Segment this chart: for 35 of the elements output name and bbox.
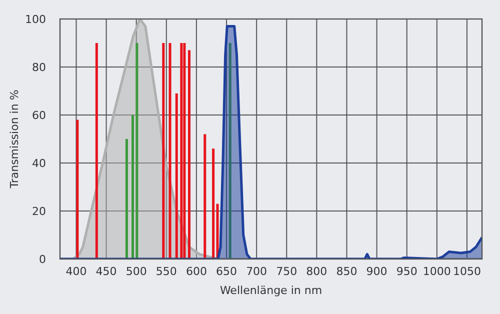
y-tick-label: 40 <box>32 157 46 170</box>
x-tick-label: 750 <box>276 265 298 278</box>
x-tick-label: 850 <box>336 265 358 278</box>
bar <box>76 120 79 259</box>
y-tick-label: 100 <box>25 13 46 26</box>
x-axis-title: Wellenlänge in nm <box>220 284 322 297</box>
bar <box>125 139 128 259</box>
bar <box>136 43 138 259</box>
x-tick-label: 700 <box>246 265 268 278</box>
y-axis-title: Transmission in % <box>8 90 21 190</box>
y-tick-label: 60 <box>32 109 46 122</box>
y-tick-label: 80 <box>32 61 46 74</box>
x-tick-label: 500 <box>126 265 147 278</box>
bar <box>228 43 232 259</box>
x-tick-label: 1000 <box>422 265 451 278</box>
x-tick-label: 950 <box>396 265 418 278</box>
x-tick-label: 1050 <box>452 265 481 278</box>
bar <box>204 134 206 259</box>
bar <box>162 43 165 259</box>
x-tick-label: 450 <box>96 265 117 278</box>
x-tick-label: 400 <box>66 265 87 278</box>
y-tick-label: 20 <box>32 205 46 218</box>
bar <box>95 43 98 259</box>
x-tick-label: 550 <box>156 265 177 278</box>
x-tick-label: 900 <box>366 265 388 278</box>
bar <box>188 50 190 259</box>
bar <box>212 148 215 259</box>
bar <box>175 93 178 259</box>
bar <box>183 43 186 259</box>
x-tick-label: 650 <box>216 265 238 278</box>
bar <box>168 43 172 259</box>
bar <box>180 43 183 259</box>
x-tick-label: 600 <box>186 265 207 278</box>
x-tick-label: 800 <box>306 265 328 278</box>
y-tick-label: 0 <box>39 253 46 266</box>
